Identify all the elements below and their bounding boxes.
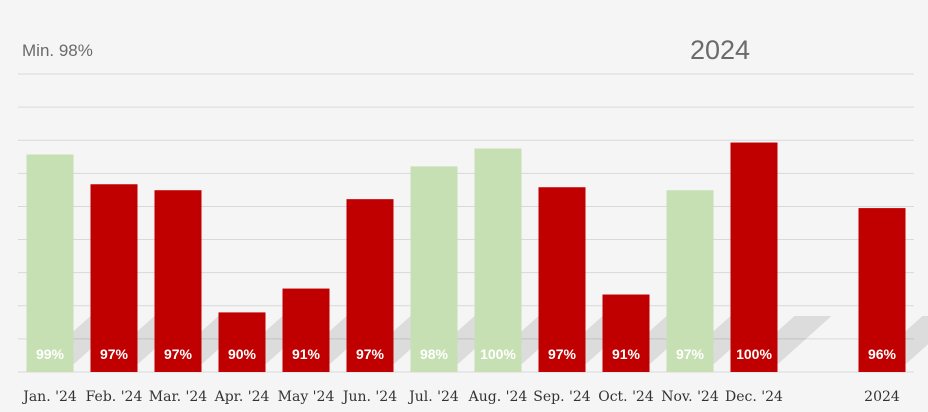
- data-label: 91%: [612, 346, 641, 362]
- category-label: 2024: [864, 389, 900, 405]
- bar: [730, 142, 778, 372]
- bar: [154, 190, 202, 372]
- data-label: 97%: [356, 346, 385, 362]
- category-label: Jun. '24: [341, 389, 397, 405]
- data-labels: 99% 97% 97% 90% 91% 97% 98% 100% 97% 91% 97% 100% 96…: [36, 346, 897, 362]
- category-label: Jan. '24: [21, 389, 77, 405]
- category-label: Nov. '24: [661, 389, 719, 405]
- data-label: 97%: [548, 346, 577, 362]
- bar: [90, 184, 138, 372]
- category-label: Oct. '24: [598, 389, 654, 405]
- bar: [282, 288, 330, 372]
- category-label: Sep. '24: [533, 389, 590, 405]
- data-label: 98%: [420, 346, 449, 362]
- category-label: May '24: [278, 389, 335, 405]
- data-label: 91%: [292, 346, 321, 362]
- category-label: Jul. '24: [407, 389, 459, 405]
- category-label: Feb. '24: [86, 389, 143, 405]
- bar: [666, 190, 714, 372]
- bar: [410, 166, 458, 372]
- category-labels: Jan. '24 Feb. '24 Mar. '24 Apr. '24 May '24 J…: [21, 389, 900, 405]
- category-label: Dec. '24: [725, 389, 783, 405]
- data-label: 97%: [164, 346, 193, 362]
- data-label: 96%: [868, 346, 897, 362]
- data-label: 99%: [36, 346, 65, 362]
- data-label: 97%: [676, 346, 705, 362]
- bar: [346, 199, 394, 372]
- data-label: 97%: [100, 346, 129, 362]
- chart-title: 2024: [690, 35, 750, 65]
- bars: [26, 142, 906, 372]
- category-label: Apr. '24: [214, 389, 270, 405]
- bar: [602, 294, 650, 372]
- bar: [538, 187, 586, 372]
- category-label: Mar. '24: [149, 389, 207, 405]
- chart-subtitle: Min. 98%: [22, 41, 93, 60]
- bar: [474, 148, 522, 372]
- data-label: 100%: [480, 346, 516, 362]
- data-label: 100%: [736, 346, 772, 362]
- bar: [858, 208, 906, 372]
- category-label: Aug. '24: [468, 389, 528, 405]
- bar: [26, 154, 74, 372]
- bar: [218, 312, 266, 372]
- data-label: 90%: [228, 346, 257, 362]
